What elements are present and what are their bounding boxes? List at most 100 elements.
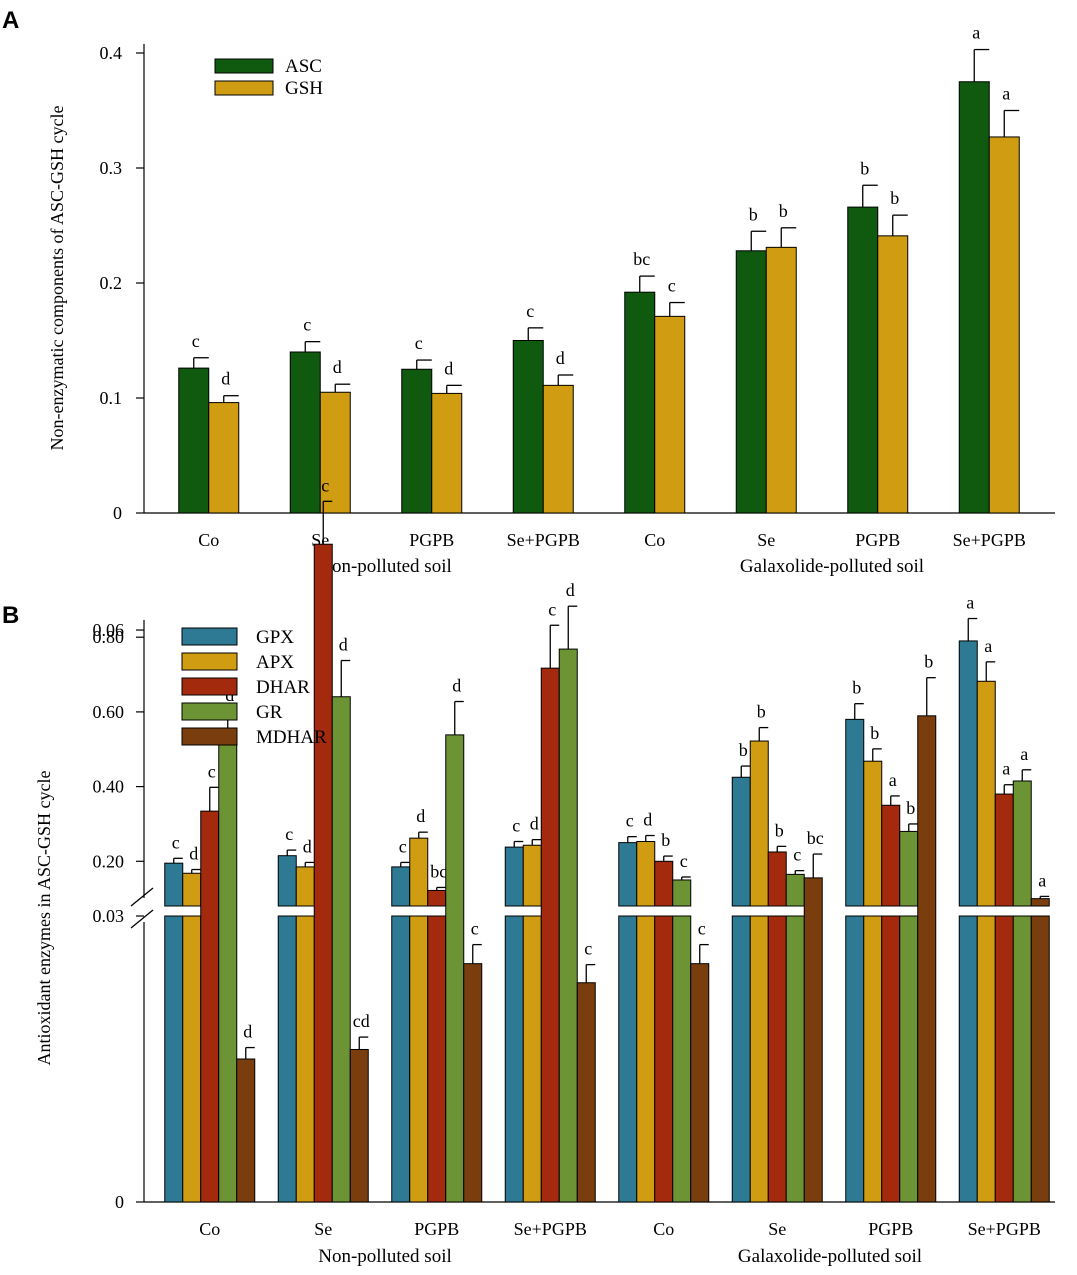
bar-asc — [178, 367, 210, 514]
panel-b-x-tick-label: Se+PGPB — [968, 1219, 1041, 1239]
bar-mdhar-upper — [1030, 898, 1050, 907]
significance-letter: bc — [807, 828, 824, 848]
panel-b-x-tick-label: PGPB — [414, 1219, 459, 1239]
panel-b-group-label-nonpolluted: Non-polluted soil — [318, 1246, 452, 1267]
legend-label-dhar: DHAR — [256, 677, 310, 698]
bar-apx-lower — [522, 915, 542, 1203]
significance-letter: d — [643, 810, 652, 830]
bar-gr — [558, 648, 578, 1203]
bar-mdhar — [349, 1048, 369, 1203]
panel-a-chart: 00.10.20.30.4cdCocdSecdPGPBcdSe+PGPBbccC… — [100, 23, 1055, 550]
significance-letter: c — [680, 851, 688, 871]
bar-apx-upper — [976, 680, 996, 907]
panel-b-group-label-polluted: Galaxolide-polluted soil — [738, 1246, 922, 1267]
significance-letter: c — [626, 811, 634, 831]
panel-a-y-tick-label: 0.3 — [100, 158, 123, 178]
bar-apx-upper — [749, 740, 769, 907]
panel-b-y-tick-label: 0.80 — [93, 627, 125, 647]
significance-letter: a — [972, 23, 980, 43]
significance-letter: d — [303, 836, 312, 856]
panel-a-y-axis-label: Non-enzymatic components of ASC-GSH cycl… — [47, 106, 67, 451]
bar-gpx-lower — [845, 915, 865, 1203]
panel-b-x-tick-label: Se+PGPB — [514, 1219, 587, 1239]
panel-b-y-tick-label: 0 — [115, 1192, 124, 1212]
bar-dhar-upper — [767, 851, 787, 907]
bar-gr-lower — [672, 915, 692, 1203]
significance-letter: b — [860, 158, 869, 178]
bar-asc — [735, 250, 767, 514]
significance-letter: c — [285, 824, 293, 844]
bar-apx-lower — [636, 915, 656, 1203]
significance-letter: d — [221, 369, 230, 389]
bar-asc — [847, 206, 879, 514]
significance-letter: a — [1038, 870, 1046, 890]
bar-gsh — [765, 246, 797, 514]
bar-gr-upper — [1012, 780, 1032, 907]
significance-letter: c — [793, 845, 801, 865]
bar-gsh — [988, 136, 1020, 514]
bar-apx-upper — [522, 844, 542, 907]
bar-asc — [958, 81, 990, 514]
bar-dhar-lower — [654, 915, 674, 1203]
bar-gpx-upper — [164, 862, 184, 907]
significance-letter: c — [415, 333, 423, 353]
significance-letter: a — [984, 636, 992, 656]
panel-a-x-tick-label: Se — [757, 530, 775, 550]
significance-letter: cd — [353, 1011, 370, 1031]
bar-apx-lower — [976, 915, 996, 1203]
significance-letter: c — [548, 599, 556, 619]
bar-dhar-upper — [994, 793, 1014, 907]
significance-letter: c — [172, 832, 180, 852]
panel-a-label: A — [2, 7, 19, 34]
bar-gr-lower — [785, 915, 805, 1203]
bar-gpx-lower — [504, 915, 524, 1203]
significance-letter: a — [1002, 759, 1010, 779]
bar-gpx-lower — [277, 915, 297, 1203]
legend-label-gr: GR — [256, 702, 283, 723]
significance-letter: c — [399, 836, 407, 856]
bar-apx-lower — [409, 915, 429, 1203]
bar-apx-upper — [409, 837, 429, 907]
bar-gpx-lower — [958, 915, 978, 1203]
panel-a-x-tick-label: Se+PGPB — [953, 530, 1026, 550]
bar-apx-upper — [182, 872, 202, 907]
bar-mdhar — [576, 982, 596, 1203]
bar-mdhar-lower — [1030, 915, 1050, 1203]
panel-a-y-tick-label: 0.1 — [100, 388, 123, 408]
bar-gsh — [877, 235, 909, 514]
significance-letter: b — [779, 201, 788, 221]
panel-a-x-tick-label: Se+PGPB — [507, 530, 580, 550]
significance-letter: c — [321, 475, 329, 495]
bar-gr — [445, 734, 465, 1203]
significance-letter: c — [512, 816, 520, 836]
bar-mdhar — [236, 1058, 256, 1203]
panel-b-y-axis-label: Antioxidant enzymes in ASC-GSH cycle — [34, 771, 54, 1066]
significance-letter: bc — [430, 861, 447, 881]
bar-dhar-upper — [427, 889, 447, 907]
legend-swatch-dhar — [181, 677, 238, 696]
panel-a-group-label-polluted: Galaxolide-polluted soil — [740, 556, 924, 577]
significance-letter: a — [1002, 84, 1010, 104]
panel-a-y-tick-label: 0.4 — [100, 43, 123, 63]
legend-label-gpx: GPX — [256, 627, 294, 648]
bar-gpx-upper — [958, 640, 978, 907]
panel-a-x-tick-label: Co — [198, 530, 219, 550]
bar-dhar-lower — [427, 915, 447, 1203]
bar-dhar-lower — [994, 915, 1014, 1203]
bar-gr — [218, 743, 238, 1203]
significance-letter: c — [208, 761, 216, 781]
significance-letter: b — [749, 204, 758, 224]
bar-apx-lower — [182, 915, 202, 1203]
bar-gsh — [319, 391, 351, 514]
legend-swatch-mdhar — [181, 727, 238, 746]
bar-gpx-lower — [618, 915, 638, 1203]
significance-letter: d — [333, 357, 342, 377]
bar-apx-lower — [863, 915, 883, 1203]
significance-letter: b — [661, 830, 670, 850]
bar-apx-lower — [295, 915, 315, 1203]
bar-apx-lower — [749, 915, 769, 1203]
bar-asc — [624, 291, 656, 514]
bar-asc — [401, 368, 433, 514]
bar-dhar — [313, 543, 333, 1203]
